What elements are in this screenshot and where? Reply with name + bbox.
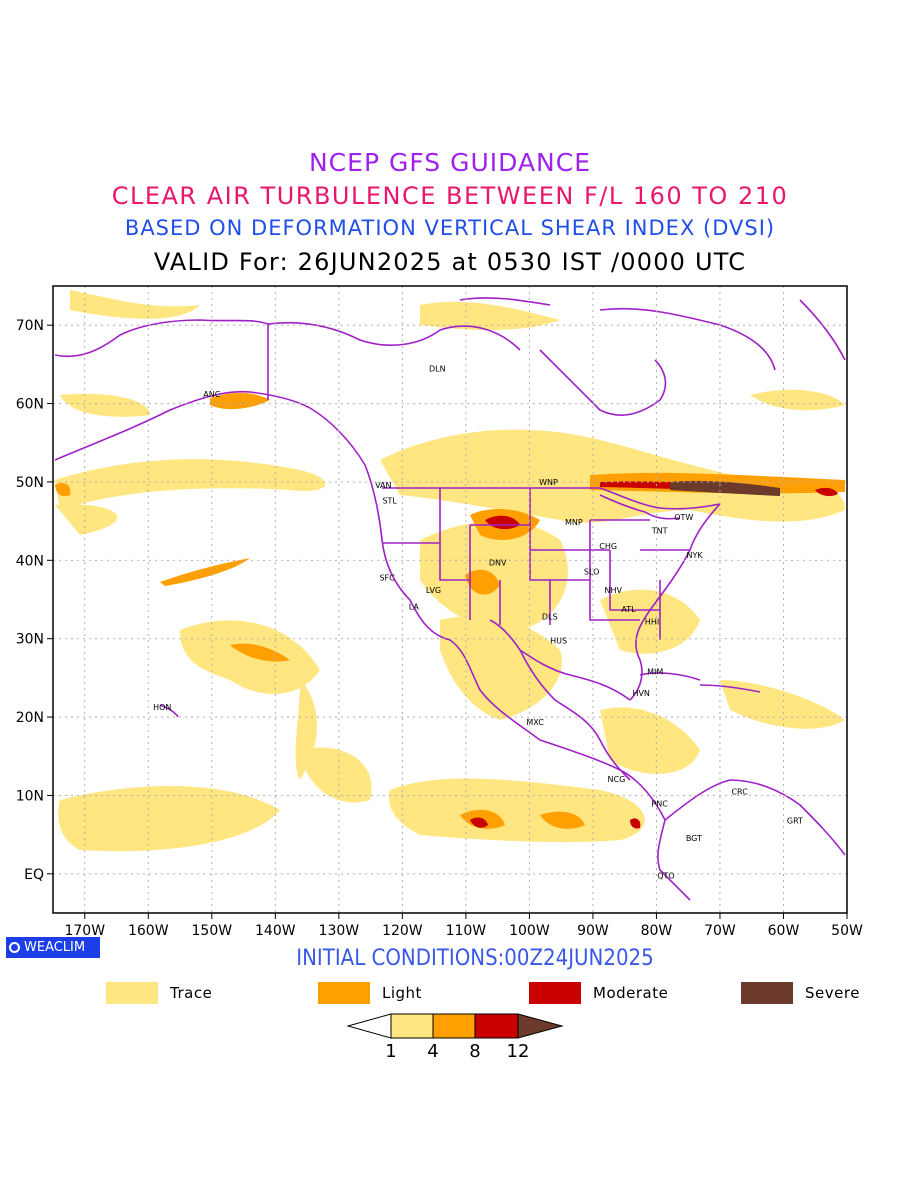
colorbar-label: 12 <box>507 1041 530 1062</box>
x-tick-label: 130W <box>319 923 360 939</box>
y-tick-label: 30N <box>16 632 44 648</box>
station-label-chg: CHG <box>599 542 617 551</box>
logo-text: WEACLIM <box>24 940 86 955</box>
legend-item-trace: Trace <box>106 982 212 1004</box>
colorbar-bin-2 <box>432 1013 476 1039</box>
x-tick-label: 170W <box>64 923 105 939</box>
x-tick-label: 80W <box>641 923 673 939</box>
x-tick-label: 120W <box>382 923 423 939</box>
station-label-tnt: TNT <box>651 527 668 536</box>
y-tick-label: 60N <box>16 397 44 413</box>
title-line-3: BASED ON DEFORMATION VERTICAL SHEAR INDE… <box>124 216 776 240</box>
station-label-grt: GRT <box>787 817 803 826</box>
x-tick-label: 90W <box>577 923 609 939</box>
x-tick-label: 100W <box>509 923 550 939</box>
colorbar-label: 8 <box>469 1041 480 1062</box>
station-label-la: LA <box>409 603 420 612</box>
station-label-hus: HUS <box>550 636 567 645</box>
latitude-axis: 70N 60N 50N 40N 30N 20N 10N EQ <box>16 318 53 883</box>
initial-conditions: INITIAL CONDITIONS:00Z24JUN2025 <box>296 946 654 971</box>
station-label-mxc: MXC <box>526 718 544 727</box>
station-label-otw: OTW <box>674 513 693 522</box>
station-label-qto: QTO <box>657 871 674 880</box>
colorbar-label: 4 <box>427 1041 438 1062</box>
colorbar-low-arrow <box>346 1013 392 1039</box>
station-label-lvg: LVG <box>426 586 441 595</box>
station-label-atl: ATL <box>621 605 636 614</box>
station-label-mim: MIM <box>647 668 663 677</box>
title-line-2: CLEAR AIR TURBULENCE BETWEEN F/L 160 TO … <box>111 182 789 210</box>
station-label-hvn: HVN <box>632 689 649 698</box>
y-tick-label: 10N <box>16 788 44 804</box>
legend-label: Light <box>382 984 422 1002</box>
station-label-wnp: WNP <box>539 478 558 487</box>
station-label-van: VAN <box>375 481 391 490</box>
x-tick-label: 110W <box>446 923 487 939</box>
station-label-stl: STL <box>382 497 397 506</box>
legend-label: Severe <box>805 984 860 1002</box>
station-label-anc: ANC <box>203 390 220 399</box>
station-labels: ANC DLN VAN STL WNP MNP TNT OTW CHG NYK DNV SLO SFC L… <box>153 364 803 880</box>
colorbar-bin-1 <box>390 1013 434 1039</box>
x-tick-label: 150W <box>192 923 233 939</box>
y-tick-label: 70N <box>16 318 44 334</box>
station-label-pnc: PNC <box>651 799 668 808</box>
legend-swatch-moderate <box>529 982 581 1004</box>
station-label-sfc: SFC <box>379 574 395 583</box>
station-label-dln: DLN <box>429 364 446 373</box>
station-label-hon: HON <box>153 703 171 712</box>
station-label-hhi: HHI <box>645 617 659 626</box>
x-tick-label: 60W <box>768 923 800 939</box>
turbulence-map: ANC DLN VAN STL WNP MNP TNT OTW CHG NYK DNV SLO SFC L… <box>16 285 863 939</box>
legend-item-light: Light <box>318 982 422 1004</box>
legend-swatch-severe <box>741 982 793 1004</box>
station-label-nhv: NHV <box>605 586 623 595</box>
y-tick-label: EQ <box>24 867 44 883</box>
station-label-dnv: DNV <box>489 559 507 568</box>
legend-swatch-light <box>318 982 370 1004</box>
logo-circle-icon <box>9 942 20 953</box>
x-tick-label: 160W <box>128 923 169 939</box>
station-label-bgt: BGT <box>686 834 702 843</box>
colorbar-label: 1 <box>385 1041 396 1062</box>
graticule <box>53 286 847 913</box>
legend-swatch-trace <box>106 982 158 1004</box>
legend-label: Moderate <box>593 984 669 1002</box>
station-label-crc: CRC <box>731 788 748 797</box>
x-tick-label: 50W <box>831 923 863 939</box>
weaclim-logo: WEACLIM <box>6 937 100 958</box>
legend-item-moderate: Moderate <box>529 982 668 1004</box>
political-boundaries <box>54 297 846 901</box>
station-label-dls: DLS <box>542 613 558 622</box>
station-label-nyk: NYK <box>686 551 703 560</box>
legend-label: Trace <box>170 984 213 1002</box>
legend-item-severe: Severe <box>741 982 860 1004</box>
valid-time: VALID For: 26JUN2025 at 0530 IST /0000 U… <box>153 248 747 276</box>
x-tick-label: 70W <box>704 923 736 939</box>
longitude-axis: 170W 160W 150W 140W 130W 120W 110W 100W 90W 80W 70… <box>64 913 863 939</box>
colorbar-bin-3 <box>474 1013 519 1039</box>
colorbar: 1 4 8 12 <box>346 1013 564 1062</box>
y-tick-label: 20N <box>16 710 44 726</box>
map-frame <box>52 285 848 914</box>
x-tick-label: 140W <box>255 923 296 939</box>
turbulence-shading <box>55 290 845 852</box>
colorbar-high-arrow <box>517 1013 564 1039</box>
y-tick-label: 50N <box>16 475 44 491</box>
y-tick-label: 40N <box>16 553 44 569</box>
station-label-mnp: MNP <box>565 518 583 527</box>
title-line-1: NCEP GFS GUIDANCE <box>308 148 591 177</box>
station-label-slo: SLO <box>584 567 600 576</box>
station-label-ncg: NCG <box>608 775 626 784</box>
